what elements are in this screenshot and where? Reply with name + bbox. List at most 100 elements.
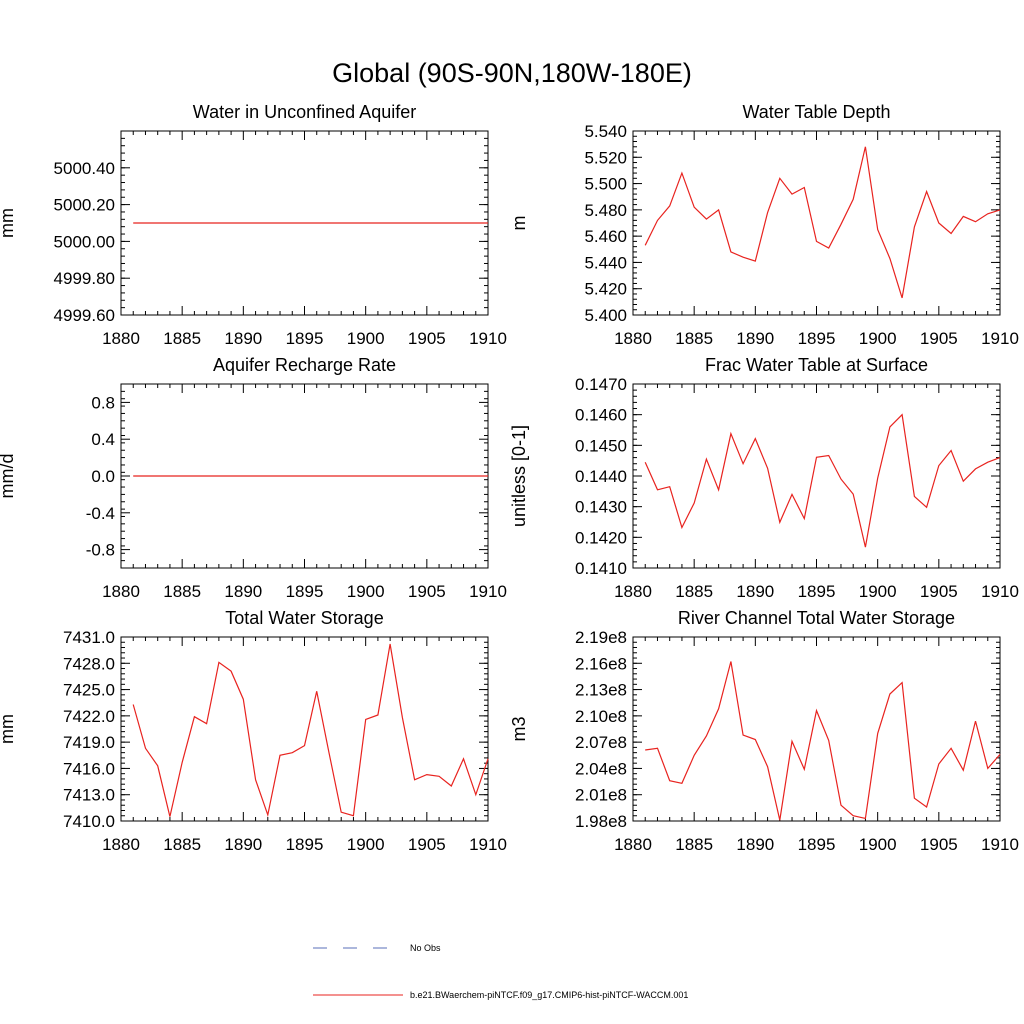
y-tick-label: 7422.0 bbox=[63, 707, 115, 726]
series-line bbox=[644, 146, 1001, 299]
series-line bbox=[132, 643, 489, 818]
x-tick-label: 1885 bbox=[675, 582, 713, 601]
y-tick-label: 7416.0 bbox=[63, 759, 115, 778]
x-tick-label: 1900 bbox=[347, 329, 385, 348]
y-tick-label: 0.1440 bbox=[575, 467, 627, 486]
x-tick-label: 1905 bbox=[408, 329, 446, 348]
y-tick-label: 7428.0 bbox=[63, 654, 115, 673]
figure-title: Global (90S-90N,180W-180E) bbox=[332, 58, 692, 88]
legend-label: b.e21.BWaerchem-piNTCF.f09_g17.CMIP6-his… bbox=[410, 990, 688, 1000]
y-tick-label: 7413.0 bbox=[63, 786, 115, 805]
x-tick-label: 1910 bbox=[981, 582, 1019, 601]
panel-1: Water in Unconfined Aquifer 1880 1885 1890 1… bbox=[0, 102, 507, 348]
x-tick-label: 1895 bbox=[798, 329, 836, 348]
x-tick-label: 1895 bbox=[286, 835, 324, 854]
y-axis-label: m bbox=[509, 216, 529, 231]
y-tick-label: 5.480 bbox=[584, 201, 627, 220]
x-tick-label: 1885 bbox=[163, 329, 201, 348]
x-tick-label: 1910 bbox=[981, 835, 1019, 854]
plot-frame bbox=[632, 130, 1001, 316]
y-tick-label: 0.1460 bbox=[575, 406, 627, 425]
x-tick-label: 1910 bbox=[469, 835, 507, 854]
y-tick-label: 4999.60 bbox=[54, 306, 115, 325]
legend: No Obs b.e21.BWaerchem-piNTCF.f09_g17.CMI… bbox=[313, 943, 688, 1000]
y-tick-label: 5000.20 bbox=[54, 196, 115, 215]
y-tick-label: 5.420 bbox=[584, 280, 627, 299]
x-tick-label: 1905 bbox=[408, 582, 446, 601]
series-line bbox=[644, 413, 1001, 548]
x-tick-label: 1880 bbox=[614, 582, 652, 601]
y-tick-label: 5.540 bbox=[584, 122, 627, 141]
x-tick-label: 1905 bbox=[920, 835, 958, 854]
y-tick-label: 5.440 bbox=[584, 253, 627, 272]
x-tick-label: 1900 bbox=[347, 582, 385, 601]
y-tick-label: 5000.40 bbox=[54, 159, 115, 178]
panel-4: Frac Water Table at Surface 1880 1885 1890 1… bbox=[509, 355, 1019, 601]
y-tick-label: 2.10e8 bbox=[575, 707, 627, 726]
x-tick-label: 1880 bbox=[102, 582, 140, 601]
plot-frame bbox=[632, 383, 1001, 569]
y-tick-label: 5.500 bbox=[584, 175, 627, 194]
x-tick-label: 1890 bbox=[736, 835, 774, 854]
x-tick-label: 1890 bbox=[224, 835, 262, 854]
y-axis-label: mm bbox=[0, 208, 17, 238]
x-tick-label: 1895 bbox=[798, 582, 836, 601]
y-tick-label: 0.1420 bbox=[575, 528, 627, 547]
y-tick-label: 0.4 bbox=[91, 430, 115, 449]
legend-entry: No Obs bbox=[313, 943, 441, 953]
x-tick-label: 1890 bbox=[736, 329, 774, 348]
y-tick-label: 7410.0 bbox=[63, 812, 115, 831]
panel-title: Water in Unconfined Aquifer bbox=[193, 102, 416, 122]
x-tick-label: 1910 bbox=[469, 582, 507, 601]
panel-6: River Channel Total Water Storage 1880 188… bbox=[509, 608, 1019, 854]
y-tick-label: 0.1450 bbox=[575, 436, 627, 455]
y-tick-label: -0.8 bbox=[86, 541, 115, 560]
y-tick-label: 7419.0 bbox=[63, 733, 115, 752]
x-tick-label: 1905 bbox=[920, 329, 958, 348]
y-tick-label: 5.400 bbox=[584, 306, 627, 325]
x-tick-label: 1880 bbox=[102, 329, 140, 348]
panel-3: Aquifer Recharge Rate 1880 1885 1890 1895 190… bbox=[0, 355, 507, 601]
x-tick-label: 1910 bbox=[469, 329, 507, 348]
x-tick-label: 1905 bbox=[920, 582, 958, 601]
y-tick-label: 2.04e8 bbox=[575, 759, 627, 778]
y-tick-label: 7431.0 bbox=[63, 628, 115, 647]
y-tick-label: 0.0 bbox=[91, 467, 115, 486]
x-tick-label: 1900 bbox=[347, 835, 385, 854]
x-tick-label: 1880 bbox=[102, 835, 140, 854]
x-tick-label: 1890 bbox=[224, 582, 262, 601]
legend-label: No Obs bbox=[410, 943, 441, 953]
y-tick-label: 2.01e8 bbox=[575, 786, 627, 805]
x-tick-label: 1895 bbox=[286, 582, 324, 601]
y-tick-label: 0.1470 bbox=[575, 375, 627, 394]
x-tick-label: 1900 bbox=[859, 582, 897, 601]
x-tick-label: 1895 bbox=[798, 835, 836, 854]
y-axis-label: mm bbox=[0, 714, 17, 744]
x-tick-label: 1890 bbox=[736, 582, 774, 601]
y-tick-label: 0.1410 bbox=[575, 559, 627, 578]
panel-title: River Channel Total Water Storage bbox=[678, 608, 955, 628]
y-axis-label: unitless [0-1] bbox=[509, 425, 529, 527]
plot-frame bbox=[120, 636, 489, 822]
y-tick-label: -0.4 bbox=[86, 504, 115, 523]
x-tick-label: 1885 bbox=[163, 582, 201, 601]
y-tick-label: 0.1430 bbox=[575, 498, 627, 517]
y-tick-label: 1.98e8 bbox=[575, 812, 627, 831]
y-axis-label: m3 bbox=[509, 716, 529, 741]
plot-frame bbox=[632, 636, 1001, 822]
y-tick-label: 2.07e8 bbox=[575, 733, 627, 752]
panels: Water in Unconfined Aquifer 1880 1885 1890 1… bbox=[0, 102, 1019, 854]
y-axis-label: mm/d bbox=[0, 454, 17, 499]
panel-2: Water Table Depth 1880 1885 1890 1895 1900 190… bbox=[509, 102, 1019, 348]
y-tick-label: 2.13e8 bbox=[575, 681, 627, 700]
panel-title: Total Water Storage bbox=[225, 608, 383, 628]
y-tick-label: 2.19e8 bbox=[575, 628, 627, 647]
x-tick-label: 1910 bbox=[981, 329, 1019, 348]
x-tick-label: 1885 bbox=[675, 329, 713, 348]
y-tick-label: 5.460 bbox=[584, 227, 627, 246]
y-tick-label: 4999.80 bbox=[54, 269, 115, 288]
x-tick-label: 1895 bbox=[286, 329, 324, 348]
panel-5: Total Water Storage 1880 1885 1890 1895 1900 1… bbox=[0, 608, 507, 854]
panel-title: Frac Water Table at Surface bbox=[705, 355, 928, 375]
y-tick-label: 5000.00 bbox=[54, 232, 115, 251]
